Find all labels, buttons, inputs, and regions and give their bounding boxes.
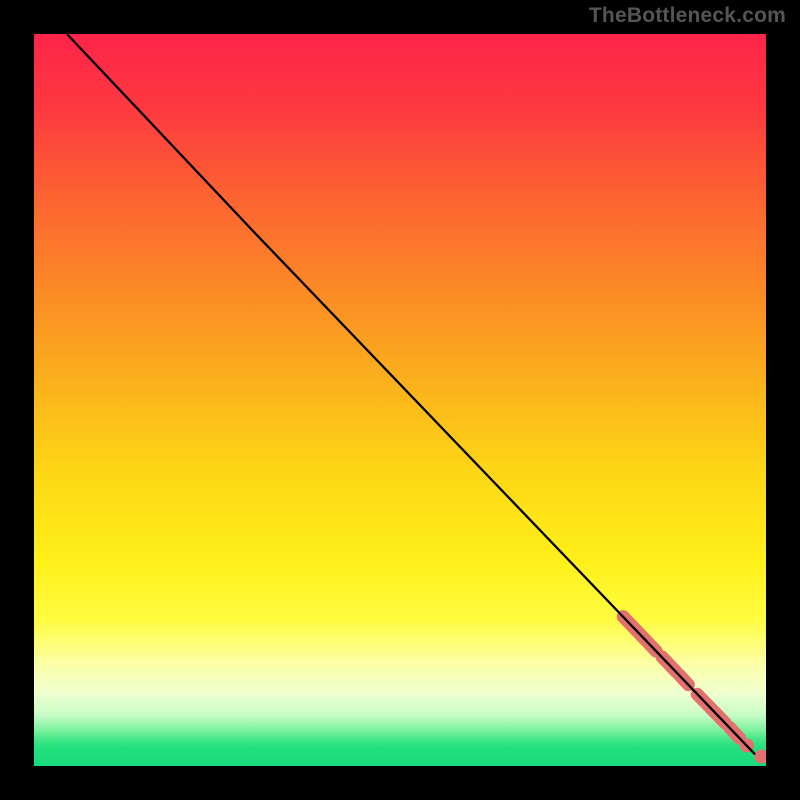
chart-overlay	[34, 34, 766, 766]
chart-stage: TheBottleneck.com	[0, 0, 800, 800]
watermark-text: TheBottleneck.com	[589, 4, 786, 28]
end-dot	[755, 749, 766, 763]
plot-area	[34, 34, 766, 766]
main-line	[67, 34, 755, 754]
